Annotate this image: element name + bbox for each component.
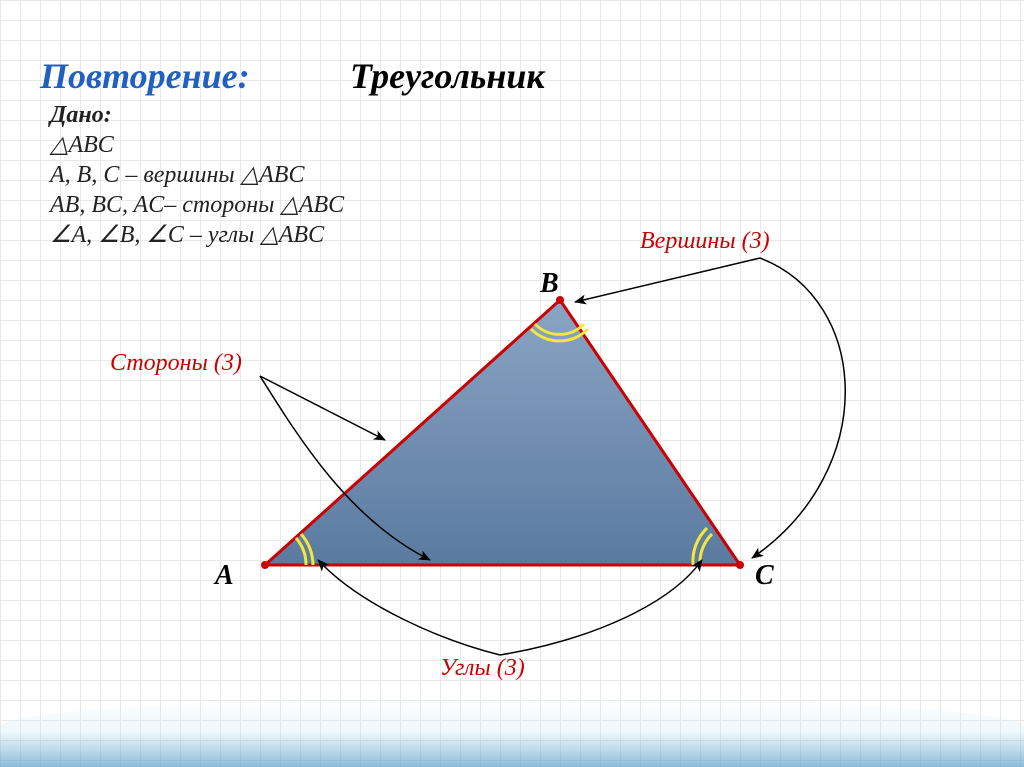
label-vertices: Вершины (3) <box>640 228 770 255</box>
triangle-abc <box>265 300 740 565</box>
vertex-label-c: C <box>755 560 774 592</box>
arrows-angles <box>318 560 702 655</box>
label-angles: Углы (3) <box>440 655 525 682</box>
label-sides: Стороны (3) <box>110 350 242 377</box>
vertex-label-a: A <box>215 560 234 592</box>
vertex-a-dot <box>261 561 269 569</box>
geometry-figure <box>0 0 1024 767</box>
vertex-c-dot <box>736 561 744 569</box>
vertex-label-b: B <box>540 268 559 300</box>
